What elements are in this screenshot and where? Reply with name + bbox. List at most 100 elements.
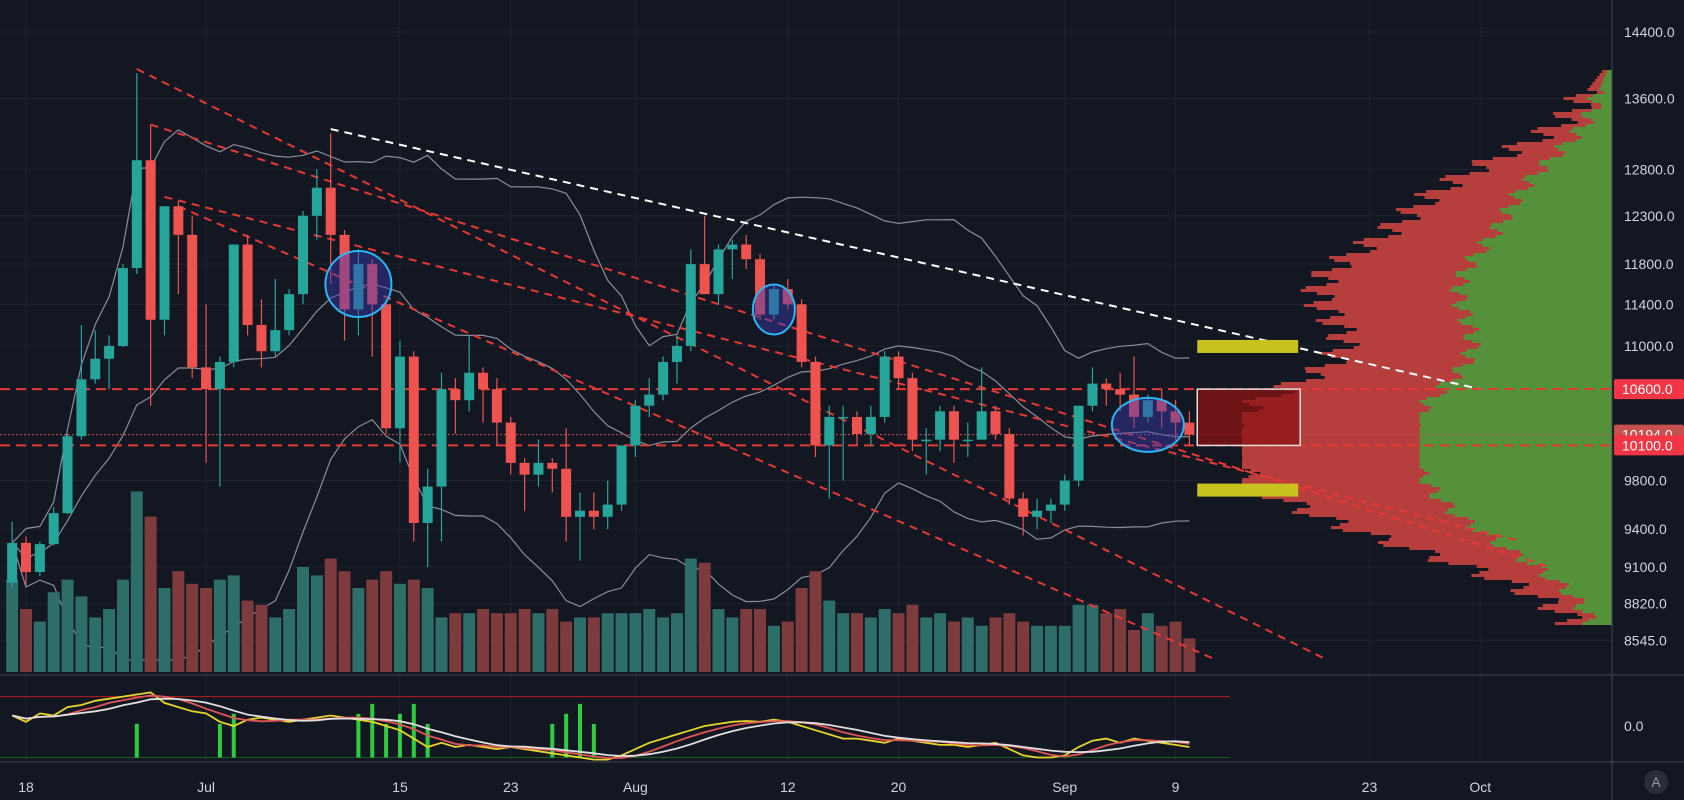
profile-buy-bar — [1419, 478, 1612, 481]
profile-buy-bar — [1516, 559, 1612, 562]
profile-buy-bar — [1419, 457, 1612, 460]
profile-buy-bar — [1473, 253, 1612, 256]
profile-buy-bar — [1539, 163, 1612, 166]
candle-body — [1156, 400, 1167, 412]
profile-buy-bar — [1462, 376, 1612, 379]
time-tick-label: 18 — [18, 779, 34, 795]
volume-bar — [1128, 630, 1140, 672]
profile-buy-bar — [1419, 448, 1612, 451]
volume-bar — [837, 613, 850, 672]
candle-body — [381, 304, 392, 429]
volume-bar — [1044, 625, 1057, 672]
volume-bar — [684, 558, 697, 672]
profile-buy-bar — [1605, 73, 1612, 76]
candle-body — [450, 389, 461, 401]
profile-buy-bar — [1470, 523, 1612, 526]
profile-buy-bar — [1469, 310, 1612, 313]
profile-buy-bar — [1582, 610, 1612, 613]
profile-buy-bar — [1422, 475, 1612, 478]
volume-bar — [560, 621, 573, 672]
candle-body — [644, 394, 655, 406]
profile-buy-bar — [1601, 82, 1612, 85]
candle-body — [671, 345, 682, 362]
profile-buy-bar — [1465, 316, 1612, 319]
volume-bar — [532, 613, 545, 672]
candlesticks — [7, 73, 1195, 588]
profile-buy-bar — [1604, 76, 1612, 79]
volume-bar — [269, 617, 282, 672]
volume-bar — [393, 583, 406, 672]
candle-body — [228, 244, 239, 362]
profile-buy-bar — [1562, 142, 1612, 145]
profile-buy-bar — [1458, 319, 1612, 322]
profile-buy-bar — [1543, 571, 1612, 574]
profile-buy-bar — [1573, 595, 1612, 598]
volume-bar — [1072, 604, 1085, 672]
profile-buy-bar — [1600, 85, 1612, 88]
profile-buy-bar — [1594, 121, 1612, 124]
volume-bar — [366, 579, 379, 672]
profile-buy-bar — [1529, 181, 1612, 184]
profile-buy-bar — [1593, 94, 1612, 97]
profile-buy-bar — [1522, 178, 1612, 181]
candle-body — [1101, 383, 1112, 390]
profile-buy-bar — [1451, 304, 1612, 307]
candle-body — [1184, 422, 1195, 435]
profile-buy-bar — [1506, 547, 1612, 550]
candle-body — [1059, 480, 1070, 505]
price-tick-label: 8545.0 — [1624, 632, 1667, 648]
profile-buy-bar — [1575, 139, 1612, 142]
candle-body — [1142, 400, 1153, 417]
volume-bar — [47, 592, 60, 672]
auto-scale-button[interactable]: A — [1644, 770, 1668, 794]
profile-buy-bar — [1573, 607, 1612, 610]
profile-buy-bar — [1430, 493, 1612, 496]
profile-buy-bar — [1573, 127, 1612, 130]
time-tick-label: 12 — [780, 779, 796, 795]
profile-buy-bar — [1482, 244, 1612, 247]
volume-bar — [726, 617, 739, 672]
profile-buy-bar — [1419, 454, 1612, 457]
profile-buy-bar — [1419, 412, 1612, 415]
candle-body — [824, 416, 835, 446]
candle-body — [214, 361, 225, 390]
candle-body — [131, 160, 142, 269]
volume-bar — [615, 613, 628, 672]
candle-body — [1004, 433, 1015, 499]
candle-body — [478, 372, 489, 390]
volume-bar — [490, 613, 503, 672]
volume-bar — [213, 579, 226, 672]
profile-buy-bar — [1469, 280, 1612, 283]
price-tick-label: 9400.0 — [1624, 521, 1667, 537]
profile-buy-bar — [1534, 184, 1612, 187]
profile-buy-bar — [1420, 424, 1612, 427]
volume-bar — [158, 588, 171, 672]
time-tick-label: 20 — [891, 779, 907, 795]
profile-buy-bar — [1456, 301, 1612, 304]
volume-bar — [629, 613, 642, 672]
profile-buy-bar — [1476, 265, 1612, 268]
profile-buy-bar — [1472, 325, 1612, 328]
volume-bar — [310, 575, 323, 672]
volume-bar — [172, 571, 185, 672]
volume-bar — [754, 609, 767, 672]
volume-bar — [657, 617, 670, 672]
volume-bar — [851, 613, 863, 672]
profile-buy-bar — [1455, 271, 1612, 274]
candle-body — [533, 462, 544, 475]
candle-body — [658, 361, 669, 395]
profile-buy-bar — [1429, 472, 1612, 475]
profile-buy-bar — [1590, 118, 1612, 121]
profile-buy-bar — [1525, 175, 1612, 178]
profile-buy-bar — [1455, 505, 1612, 508]
candle-body — [602, 504, 613, 517]
profile-buy-bar — [1474, 520, 1612, 523]
profile-buy-bar — [1526, 562, 1612, 565]
profile-buy-bar — [1464, 334, 1612, 337]
profile-buy-bar — [1585, 124, 1612, 127]
profile-buy-bar — [1446, 391, 1612, 394]
time-tick-label: Oct — [1469, 779, 1491, 795]
price-badge-label: 10100.0 — [1622, 437, 1673, 453]
profile-buy-bar — [1606, 70, 1612, 73]
